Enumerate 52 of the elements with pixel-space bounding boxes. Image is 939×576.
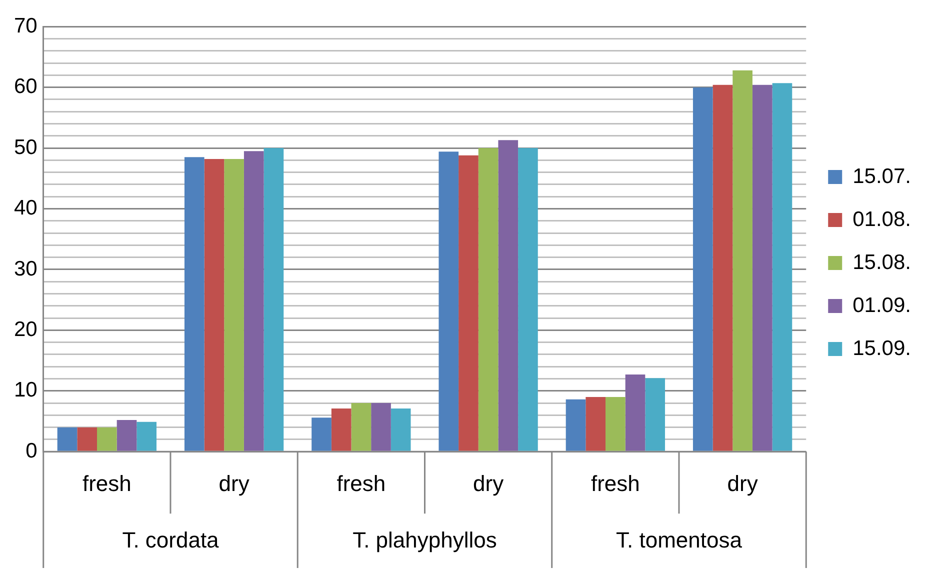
text: T. cordata bbox=[122, 528, 220, 553]
y-tick-label: 70 bbox=[14, 14, 38, 38]
bar bbox=[518, 148, 538, 451]
bar bbox=[438, 152, 459, 451]
bar bbox=[351, 403, 372, 451]
bar bbox=[184, 157, 204, 451]
legend-label: 01.09. bbox=[852, 294, 912, 317]
x-tick-label: dry bbox=[218, 470, 250, 496]
bar bbox=[312, 418, 332, 451]
bar bbox=[136, 422, 156, 451]
text: T. plahyphyllos bbox=[352, 528, 497, 553]
bar bbox=[116, 420, 137, 451]
bar bbox=[772, 83, 792, 451]
bar bbox=[264, 148, 284, 451]
bar bbox=[692, 87, 713, 451]
bar bbox=[625, 374, 646, 451]
y-tick-label: 40 bbox=[14, 196, 38, 220]
bar bbox=[204, 158, 224, 451]
y-tick-label: 50 bbox=[14, 136, 38, 159]
legend-label: 15.07. bbox=[852, 164, 912, 188]
legend-label: 01.08. bbox=[852, 208, 912, 231]
legend-label: 15.08. bbox=[852, 250, 912, 274]
bar bbox=[244, 151, 264, 451]
text: T. tomentosa bbox=[616, 528, 743, 553]
bar bbox=[566, 399, 586, 451]
y-tick-label: 60 bbox=[14, 75, 38, 98]
bar bbox=[97, 427, 117, 451]
bar bbox=[498, 140, 518, 451]
y-tick-label: 30 bbox=[14, 257, 38, 280]
bar bbox=[586, 396, 606, 451]
bar bbox=[606, 396, 626, 451]
legend-label: 15.09. bbox=[852, 336, 912, 360]
bar bbox=[478, 148, 498, 451]
y-tick-label: 10 bbox=[14, 378, 38, 402]
bar bbox=[645, 378, 666, 451]
x-tick-label: fresh bbox=[82, 470, 132, 496]
bar bbox=[77, 427, 98, 451]
y-tick-label: 0 bbox=[26, 439, 38, 462]
x-tick-label: fresh bbox=[590, 470, 640, 496]
bar bbox=[224, 158, 244, 451]
x-tick-label: fresh bbox=[336, 470, 386, 496]
y-tick-label: 20 bbox=[14, 318, 38, 341]
bar bbox=[752, 84, 772, 451]
bar bbox=[371, 403, 391, 451]
bar bbox=[712, 84, 733, 451]
bar bbox=[331, 408, 352, 451]
bar bbox=[732, 70, 752, 451]
x-tick-label: dry bbox=[473, 470, 504, 496]
x-tick-label: dry bbox=[727, 470, 758, 496]
bar bbox=[57, 427, 78, 451]
bar bbox=[458, 155, 478, 451]
bar bbox=[390, 408, 411, 451]
